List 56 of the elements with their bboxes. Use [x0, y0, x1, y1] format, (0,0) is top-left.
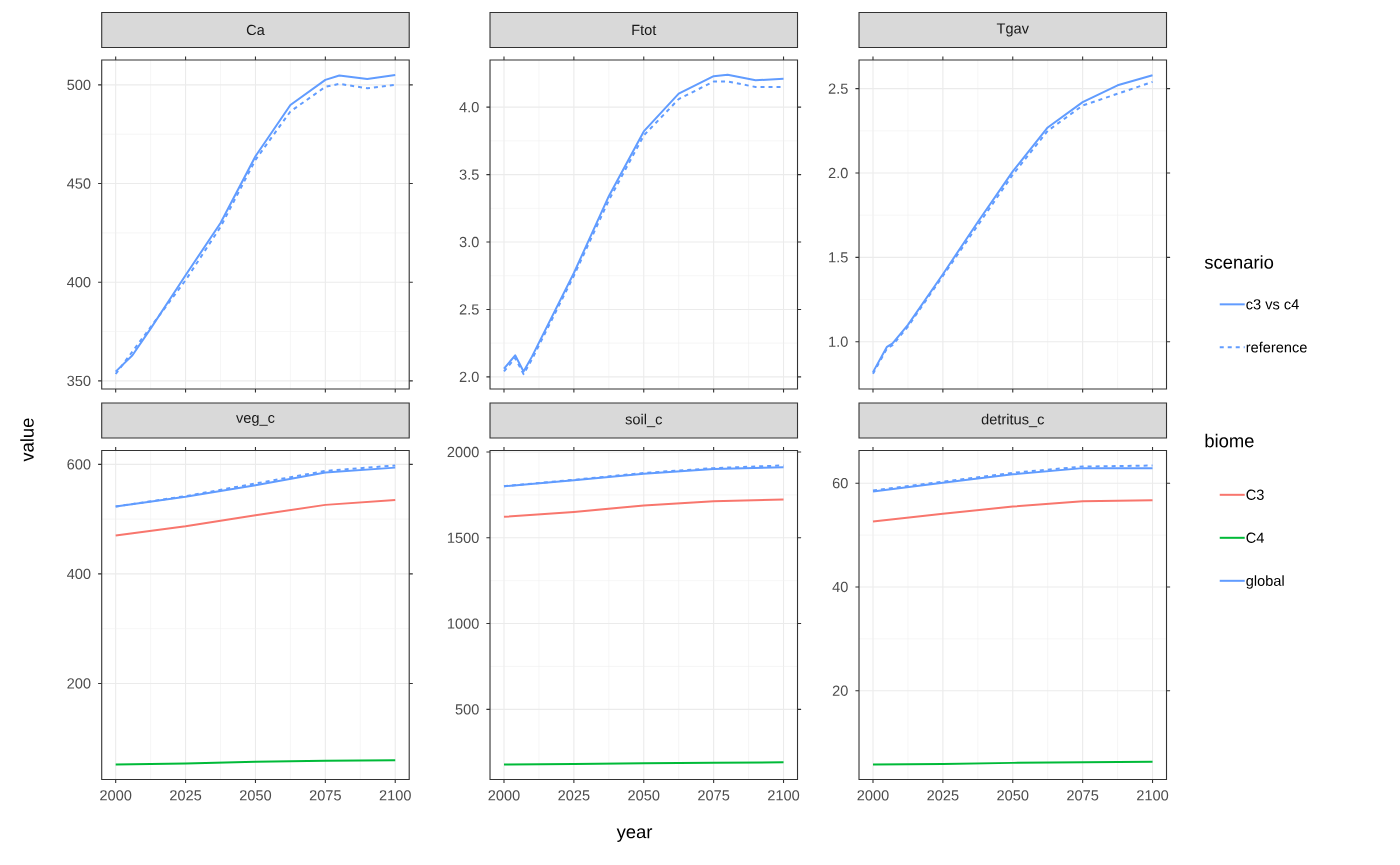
- y-tick-label: 2.0: [459, 371, 479, 383]
- legend-label: reference: [1246, 341, 1307, 353]
- y-tick-label: 450: [67, 178, 91, 189]
- y-tick-label: 20: [832, 685, 848, 696]
- x-tick-label: 2050: [239, 790, 272, 801]
- y-tick-label: 4.0: [459, 102, 479, 113]
- y-tick-label: 60: [832, 478, 848, 489]
- line-series: [502, 498, 785, 518]
- chart-title: soil_c: [625, 413, 663, 428]
- legend-title: scenario: [1204, 255, 1274, 269]
- chart-title: veg_c: [236, 415, 275, 426]
- line-series: [114, 498, 397, 537]
- x-tick-label: 2000: [488, 790, 520, 801]
- y-tick-label: 2000: [447, 446, 479, 458]
- y-tick-label: 1.0: [829, 336, 848, 347]
- x-tick-label: 2075: [698, 790, 730, 801]
- y-tick-label: 2.5: [459, 304, 479, 315]
- y-tick-label: 1500: [447, 532, 479, 543]
- y-tick-label: 500: [67, 79, 91, 91]
- y-tick-label: 1.5: [829, 252, 848, 263]
- chart-title: Ca: [246, 24, 265, 36]
- y-tick-label: 2.5: [828, 83, 848, 94]
- x-tick-label: 2000: [100, 790, 132, 801]
- y-tick-label: 400: [67, 568, 91, 580]
- y-tick-label: 400: [67, 277, 91, 288]
- legend-label: global: [1246, 575, 1284, 589]
- x-tick-label: 2100: [1137, 790, 1169, 801]
- x-tick-label: 2000: [857, 790, 889, 801]
- legend-label: c3 vs c4: [1246, 299, 1299, 310]
- x-tick-label: 2075: [1067, 790, 1099, 801]
- y-tick-label: 3.0: [459, 236, 479, 248]
- legend-title: biome: [1205, 433, 1254, 448]
- line-series: [871, 499, 1154, 523]
- x-tick-label: 2075: [309, 790, 341, 801]
- y-tick-label: 200: [67, 678, 91, 689]
- y-tick-label: 500: [455, 704, 479, 715]
- y-tick-label: 1000: [447, 618, 479, 629]
- legend-label: C4: [1246, 532, 1264, 543]
- chart-title: detritus_c: [981, 413, 1045, 428]
- y-tick-label: 600: [67, 459, 91, 470]
- y-tick-label: 40: [832, 581, 848, 593]
- x-tick-label: 2050: [997, 790, 1029, 801]
- x-tick-label: 2025: [927, 790, 959, 801]
- chart-title: Tgav: [996, 23, 1029, 37]
- x-tick-label: 2025: [170, 790, 202, 801]
- legend-label: C3: [1246, 489, 1264, 500]
- y-axis-title: value: [20, 418, 34, 462]
- x-axis-title: year: [616, 828, 653, 842]
- y-tick-label: 3.5: [459, 169, 479, 180]
- y-tick-label: 350: [67, 375, 91, 387]
- x-tick-label: 2100: [768, 790, 800, 801]
- x-tick-label: 2050: [628, 790, 660, 801]
- chart-title: Ftot: [632, 24, 657, 36]
- x-tick-label: 2025: [558, 790, 590, 801]
- y-tick-label: 2.0: [828, 167, 848, 179]
- x-tick-label: 2100: [379, 790, 411, 801]
